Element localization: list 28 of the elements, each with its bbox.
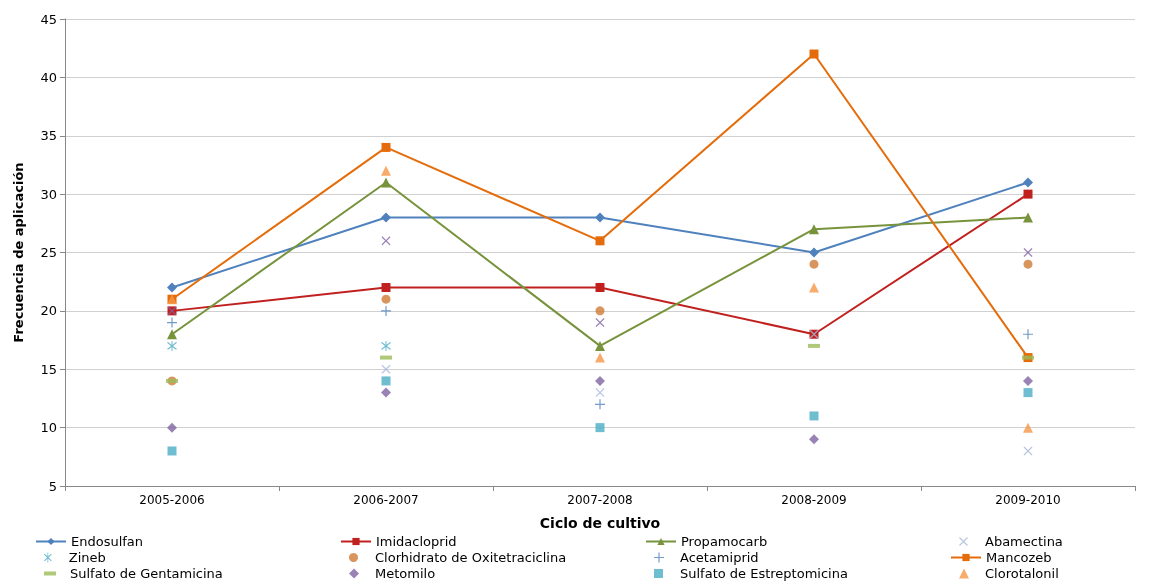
- y-tick-label: 20: [40, 303, 57, 319]
- y-tick-label: 15: [40, 361, 57, 377]
- y-tick-label: 40: [40, 69, 57, 85]
- y-tick-label: 10: [40, 420, 57, 436]
- y-axis-title: Frecuencia de aplicación: [11, 162, 26, 343]
- x-tick-label: 2006-2007: [353, 493, 419, 507]
- y-tick-label: 5: [48, 478, 57, 494]
- legend-label: Sulfato de Estreptomicina: [680, 566, 848, 581]
- y-tick-label: 35: [40, 128, 57, 144]
- x-tick-label: 2007-2008: [567, 493, 633, 507]
- legend-label: Endosulfan: [71, 534, 144, 549]
- x-tick-label: 2009-2010: [995, 493, 1061, 507]
- y-tick-label: 45: [40, 11, 57, 27]
- legend-label: Imidacloprid: [376, 534, 457, 549]
- legend-label: Metomilo: [375, 566, 436, 581]
- y-tick-label: 25: [40, 245, 57, 260]
- legend-label: Abamectina: [985, 534, 1063, 549]
- legend-label: Zineb: [68, 550, 106, 565]
- legend-label: Propamocarb: [681, 534, 768, 549]
- x-axis-title: Ciclo de cultivo: [539, 515, 661, 531]
- legend-label: Clorotalonil: [985, 566, 1059, 581]
- legend-label: Acetamiprid: [680, 550, 759, 565]
- x-tick-label: 2008-2009: [781, 493, 847, 507]
- legend-label: Clorhidrato de Oxitetraciclina: [375, 550, 567, 565]
- x-tick-label: 2005-2006: [139, 493, 205, 507]
- legend-label: Mancozeb: [986, 550, 1052, 565]
- y-tick-label: 30: [40, 186, 57, 202]
- legend-label: Sulfato de Gentamicina: [70, 566, 223, 581]
